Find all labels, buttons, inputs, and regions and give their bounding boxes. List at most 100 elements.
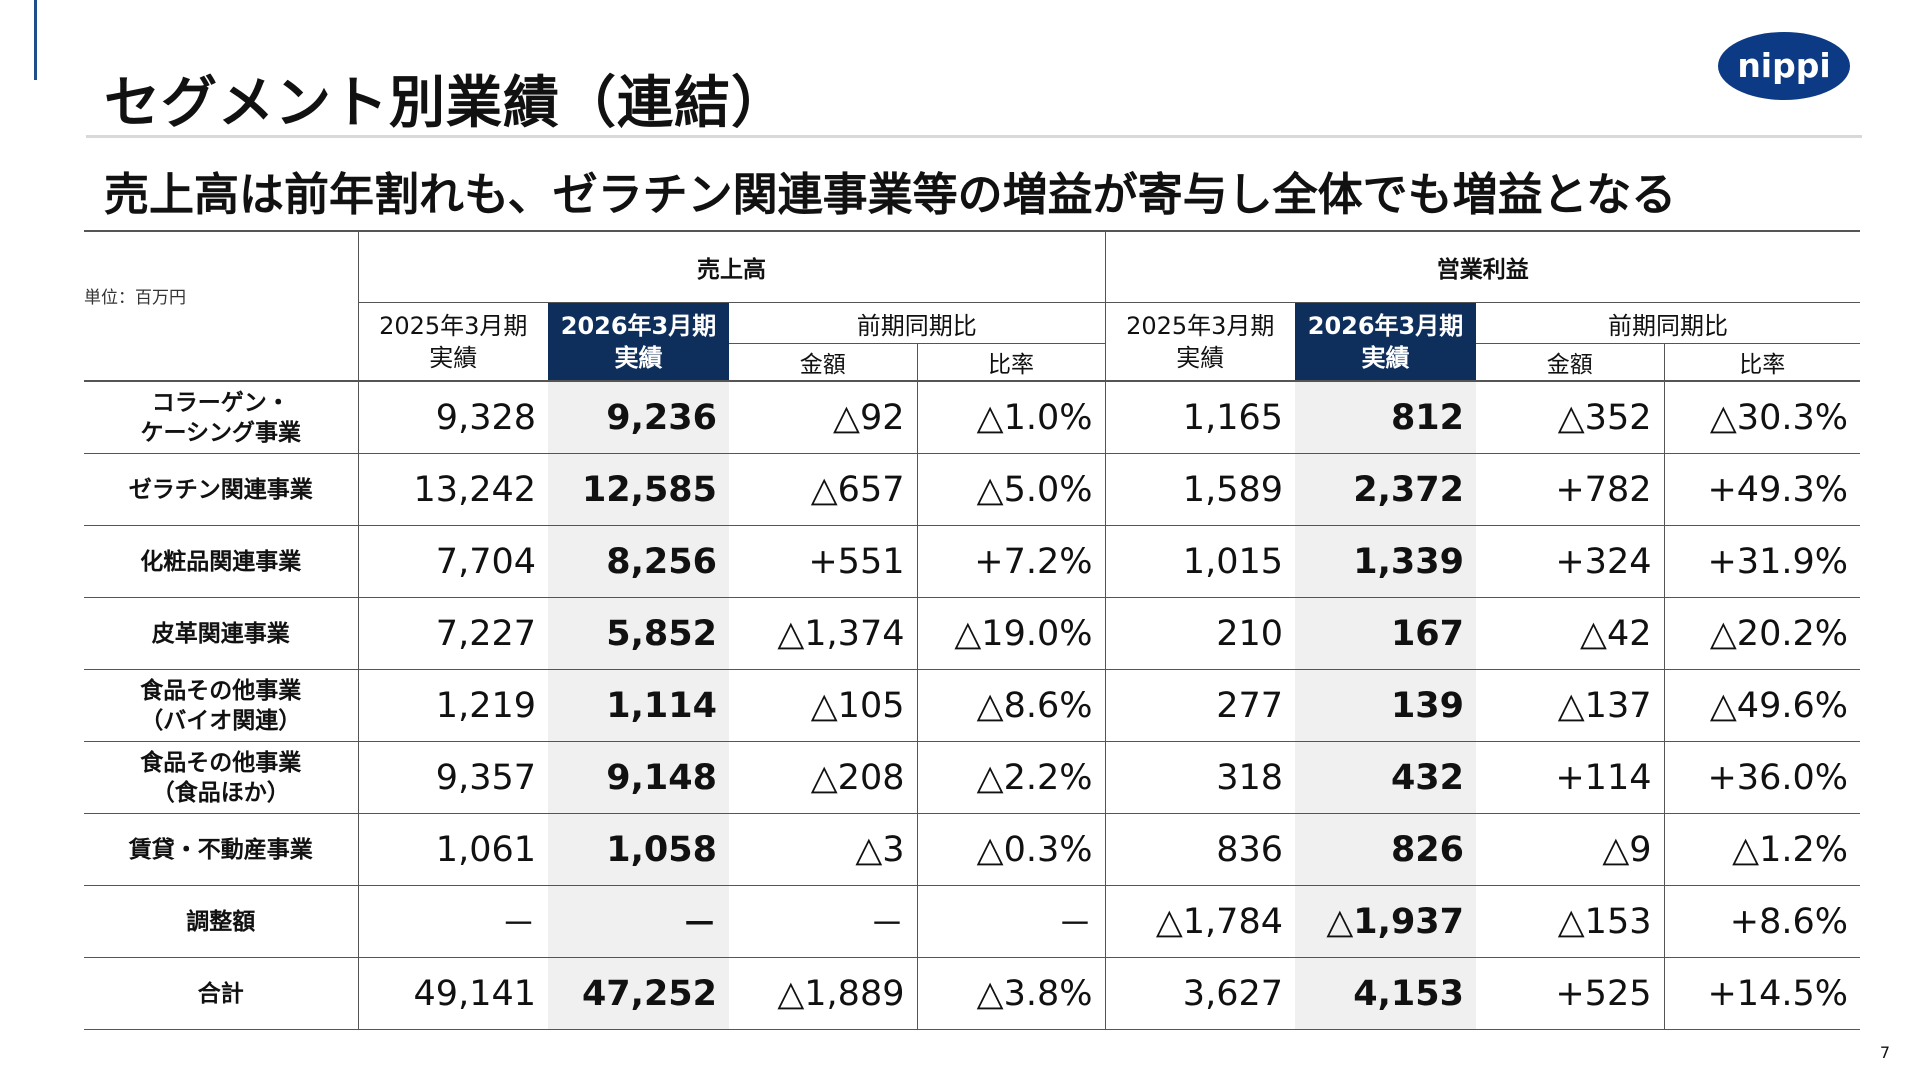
segment-name: 皮革関連事業 <box>84 597 359 670</box>
sales-ratio-value: △5.0% <box>916 453 1105 526</box>
profit-prev-value: 318 <box>1104 741 1295 814</box>
profit-amount-value: △9 <box>1476 813 1664 886</box>
svg-text:nippi: nippi <box>1737 46 1830 85</box>
sales-ratio-value: △0.3% <box>916 813 1105 886</box>
profit-prev-value: 210 <box>1104 597 1295 670</box>
table-row: 賃貸・不動産事業 1,061 1,058 △3 △0.3% 836 826 △9 △1.2% <box>84 813 1860 886</box>
sales-ratio-value: +7.2% <box>916 525 1105 598</box>
segment-name-line: 化粧品関連事業 <box>140 548 302 575</box>
table-row: 調整額－－－－ △1,784 △1,937 △153 +8.6% <box>84 885 1860 958</box>
segment-results-table: 単位：百万円 売上高 営業利益 2025年3月期 実績 2026年3月期 実績 前期… <box>84 230 1860 1030</box>
profit-current-value: 2,372 <box>1295 453 1476 526</box>
segment-name-line: 賃貸・不動産事業 <box>128 836 313 863</box>
profit-prev-value: 1,165 <box>1104 381 1295 454</box>
segment-name-line: ゼラチン関連事業 <box>128 476 313 503</box>
segment-name-line: ケーシング事業 <box>140 419 302 446</box>
profit-current-value: 1,339 <box>1295 525 1476 598</box>
unit-label: 単位：百万円 <box>84 230 358 382</box>
sales-ratio-value: △2.2% <box>916 741 1105 814</box>
sales-prev-value: 1,219 <box>358 669 548 742</box>
table-row: 皮革関連事業 7,227 5,852 △1,374 △19.0% 210 167 △42 △20… <box>84 597 1860 670</box>
table-row: 化粧品関連事業 7,704 8,256 +551 +7.2% 1,015 1,339 +324… <box>84 525 1860 598</box>
sales-prev-value: 49,141 <box>358 957 548 1030</box>
sales-ratio-value: － <box>916 885 1105 958</box>
sales-ratio-value: △1.0% <box>916 381 1105 454</box>
profit-amount-value: +114 <box>1476 741 1664 814</box>
profit-current-value: 139 <box>1295 669 1476 742</box>
profit-ratio-value: +36.0% <box>1663 741 1860 814</box>
profit-ratio-header: 比率 <box>1663 343 1860 382</box>
sales-ratio-value: △8.6% <box>916 669 1105 742</box>
segment-name-line: 食品その他事業 <box>140 677 302 704</box>
profit-ratio-value: △30.3% <box>1663 381 1860 454</box>
profit-ratio-value: △49.6% <box>1663 669 1860 742</box>
segment-name-line: 調整額 <box>186 908 256 935</box>
sales-current-value: 9,236 <box>548 381 729 454</box>
sales-amount-value: +551 <box>729 525 917 598</box>
sales-current-value: 1,058 <box>548 813 729 886</box>
accent-bar <box>34 0 37 80</box>
sales-prev-value: 1,061 <box>358 813 548 886</box>
profit-prev-value: △1,784 <box>1104 885 1295 958</box>
profit-amount-header: 金額 <box>1476 343 1664 382</box>
profit-ratio-value: △20.2% <box>1663 597 1860 670</box>
segment-name-line: （食品ほか） <box>151 779 290 806</box>
profit-prev-value: 277 <box>1104 669 1295 742</box>
profit-current-value: 826 <box>1295 813 1476 886</box>
profit-amount-value: +324 <box>1476 525 1664 598</box>
sales-prev-year-header: 2025年3月期 実績 <box>357 302 548 382</box>
sales-current-value: 12,585 <box>548 453 729 526</box>
segment-name-line: コラーゲン・ <box>151 389 290 416</box>
sales-amount-value: △208 <box>729 741 917 814</box>
profit-ratio-value: +31.9% <box>1663 525 1860 598</box>
profit-amount-value: +782 <box>1476 453 1664 526</box>
profit-amount-value: △137 <box>1476 669 1664 742</box>
profit-prev-value: 1,015 <box>1104 525 1295 598</box>
profit-current-value: 812 <box>1295 381 1476 454</box>
sales-current-year-header: 2026年3月期 実績 <box>548 302 729 382</box>
table-row: コラーゲン・ ケーシング事業 9,328 9,236 △92 △1.0% 1,165 812 △… <box>84 381 1860 454</box>
profit-prev-value: 3,627 <box>1104 957 1295 1030</box>
logo-wordmark: nippi <box>1737 46 1830 85</box>
profit-amount-value: △352 <box>1476 381 1664 454</box>
segment-name-line: 食品その他事業 <box>140 749 302 776</box>
profit-amount-value: △153 <box>1476 885 1664 958</box>
table-row: 食品その他事業 （食品ほか） 9,357 9,148 △208 △2.2% 318 432 +1… <box>84 741 1860 814</box>
segment-name-line: 合計 <box>197 980 244 1007</box>
profit-comparison-header: 前期同期比 <box>1476 302 1860 344</box>
profit-amount-value: +525 <box>1476 957 1664 1030</box>
sales-prev-value: 13,242 <box>358 453 548 526</box>
sales-ratio-value: △19.0% <box>916 597 1105 670</box>
profit-ratio-value: △1.2% <box>1663 813 1860 886</box>
sales-ratio-header: 比率 <box>916 343 1105 382</box>
sales-amount-value: △1,374 <box>729 597 917 670</box>
profit-prev-value: 1,589 <box>1104 453 1295 526</box>
sales-amount-header: 金額 <box>729 343 917 382</box>
sales-prev-value: 9,328 <box>358 381 548 454</box>
table-row: 合計 49,141 47,252 △1,889 △3.8% 3,627 4,153 +525 +… <box>84 957 1860 1030</box>
sales-amount-value: △3 <box>729 813 917 886</box>
nippi-logo: nippi <box>1718 32 1850 100</box>
sales-amount-value: － <box>729 885 917 958</box>
slide-subtitle: 売上高は前年割れも、ゼラチン関連事業等の増益が寄与し全体でも増益となる <box>104 168 1677 221</box>
profit-prev-value: 836 <box>1104 813 1295 886</box>
sales-ratio-value: △3.8% <box>916 957 1105 1030</box>
profit-ratio-value: +49.3% <box>1663 453 1860 526</box>
profit-amount-value: △42 <box>1476 597 1664 670</box>
sales-current-value: 1,114 <box>548 669 729 742</box>
group-header-sales: 売上高 <box>357 230 1105 303</box>
segment-name: コラーゲン・ ケーシング事業 <box>84 381 359 454</box>
sales-current-value: － <box>548 885 729 958</box>
segment-name: 調整額 <box>84 885 359 958</box>
sales-prev-value: 9,357 <box>358 741 548 814</box>
group-header-operating-profit: 営業利益 <box>1104 230 1860 303</box>
table-row: ゼラチン関連事業 13,242 12,585 △657 △5.0% 1,589 2,372 +… <box>84 453 1860 526</box>
sales-amount-value: △1,889 <box>729 957 917 1030</box>
sales-prev-value: － <box>358 885 548 958</box>
segment-name: 食品その他事業 （バイオ関連） <box>84 669 359 742</box>
segment-name: 食品その他事業 （食品ほか） <box>84 741 359 814</box>
sales-comparison-header: 前期同期比 <box>729 302 1105 344</box>
profit-current-value: 167 <box>1295 597 1476 670</box>
profit-current-year-header: 2026年3月期 実績 <box>1295 302 1476 382</box>
sales-prev-value: 7,227 <box>358 597 548 670</box>
